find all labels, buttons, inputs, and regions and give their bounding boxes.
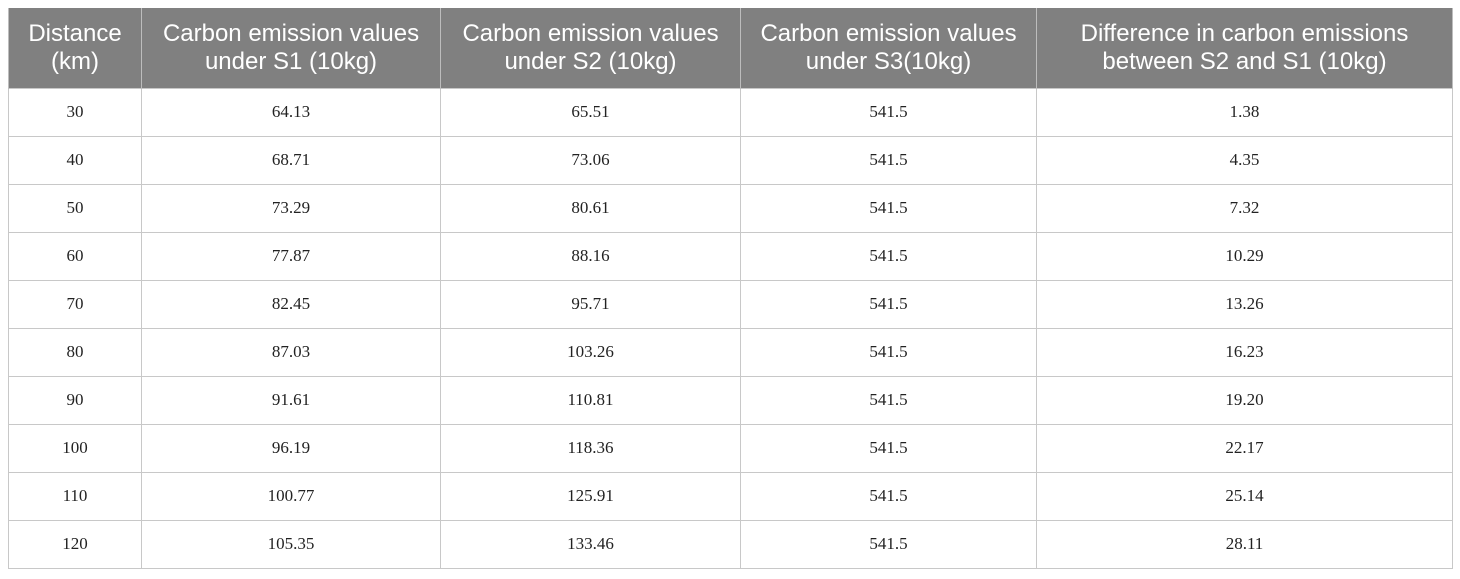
table-cell: 1.38 (1036, 87, 1453, 137)
table-cell: 65.51 (440, 87, 741, 137)
table-cell: 4.35 (1036, 135, 1453, 185)
table-cell: 95.71 (440, 279, 741, 329)
table-cell: 541.5 (740, 423, 1037, 473)
table-cell: 110 (8, 471, 142, 521)
table-cell: 541.5 (740, 279, 1037, 329)
table-cell: 541.5 (740, 519, 1037, 569)
column-header: Carbon emission values under S1 (10kg) (141, 8, 441, 88)
table-cell: 77.87 (141, 231, 441, 281)
header-row: Distance (km) Carbon emission values unde… (8, 8, 1453, 88)
table-row: 100 96.19 118.36 541.5 22.17 (8, 423, 1453, 473)
table-cell: 120 (8, 519, 142, 569)
table-cell: 28.11 (1036, 519, 1453, 569)
table-cell: 100.77 (141, 471, 441, 521)
table-row: 70 82.45 95.71 541.5 13.26 (8, 279, 1453, 329)
table-cell: 100 (8, 423, 142, 473)
table-cell: 10.29 (1036, 231, 1453, 281)
table-cell: 103.26 (440, 327, 741, 377)
table-cell: 73.29 (141, 183, 441, 233)
table-cell: 7.32 (1036, 183, 1453, 233)
table-cell: 19.20 (1036, 375, 1453, 425)
column-header: Carbon emission values under S3(10kg) (740, 8, 1037, 88)
table-cell: 88.16 (440, 231, 741, 281)
table-cell: 70 (8, 279, 142, 329)
column-header: Carbon emission values under S2 (10kg) (440, 8, 741, 88)
table-cell: 90 (8, 375, 142, 425)
table-row: 60 77.87 88.16 541.5 10.29 (8, 231, 1453, 281)
table-cell: 133.46 (440, 519, 741, 569)
table-cell: 82.45 (141, 279, 441, 329)
table-cell: 60 (8, 231, 142, 281)
column-header: Distance (km) (8, 8, 142, 88)
table-cell: 91.61 (141, 375, 441, 425)
table-cell: 541.5 (740, 135, 1037, 185)
table-cell: 105.35 (141, 519, 441, 569)
table-cell: 541.5 (740, 375, 1037, 425)
table-cell: 541.5 (740, 183, 1037, 233)
table-cell: 64.13 (141, 87, 441, 137)
table-cell: 16.23 (1036, 327, 1453, 377)
table-cell: 22.17 (1036, 423, 1453, 473)
table-cell: 541.5 (740, 87, 1037, 137)
table-cell: 13.26 (1036, 279, 1453, 329)
data-table: Distance (km) Carbon emission values unde… (8, 8, 1453, 569)
table-row: 50 73.29 80.61 541.5 7.32 (8, 183, 1453, 233)
table-body: 30 64.13 65.51 541.5 1.38 40 68.71 73.06 541.5 4.… (8, 87, 1453, 569)
table-row: 120 105.35 133.46 541.5 28.11 (8, 519, 1453, 569)
table-cell: 118.36 (440, 423, 741, 473)
column-header: Difference in carbon emissions between S… (1036, 8, 1453, 88)
table-cell: 125.91 (440, 471, 741, 521)
table-cell: 68.71 (141, 135, 441, 185)
table-cell: 80 (8, 327, 142, 377)
table-row: 30 64.13 65.51 541.5 1.38 (8, 87, 1453, 137)
table-cell: 87.03 (141, 327, 441, 377)
table-row: 80 87.03 103.26 541.5 16.23 (8, 327, 1453, 377)
table-cell: 541.5 (740, 231, 1037, 281)
table-row: 110 100.77 125.91 541.5 25.14 (8, 471, 1453, 521)
table-row: 40 68.71 73.06 541.5 4.35 (8, 135, 1453, 185)
table-cell: 40 (8, 135, 142, 185)
table-cell: 110.81 (440, 375, 741, 425)
table-cell: 50 (8, 183, 142, 233)
table-cell: 25.14 (1036, 471, 1453, 521)
table-cell: 541.5 (740, 471, 1037, 521)
table-cell: 96.19 (141, 423, 441, 473)
table-cell: 541.5 (740, 327, 1037, 377)
table-cell: 30 (8, 87, 142, 137)
table-cell: 80.61 (440, 183, 741, 233)
table-row: 90 91.61 110.81 541.5 19.20 (8, 375, 1453, 425)
table-cell: 73.06 (440, 135, 741, 185)
